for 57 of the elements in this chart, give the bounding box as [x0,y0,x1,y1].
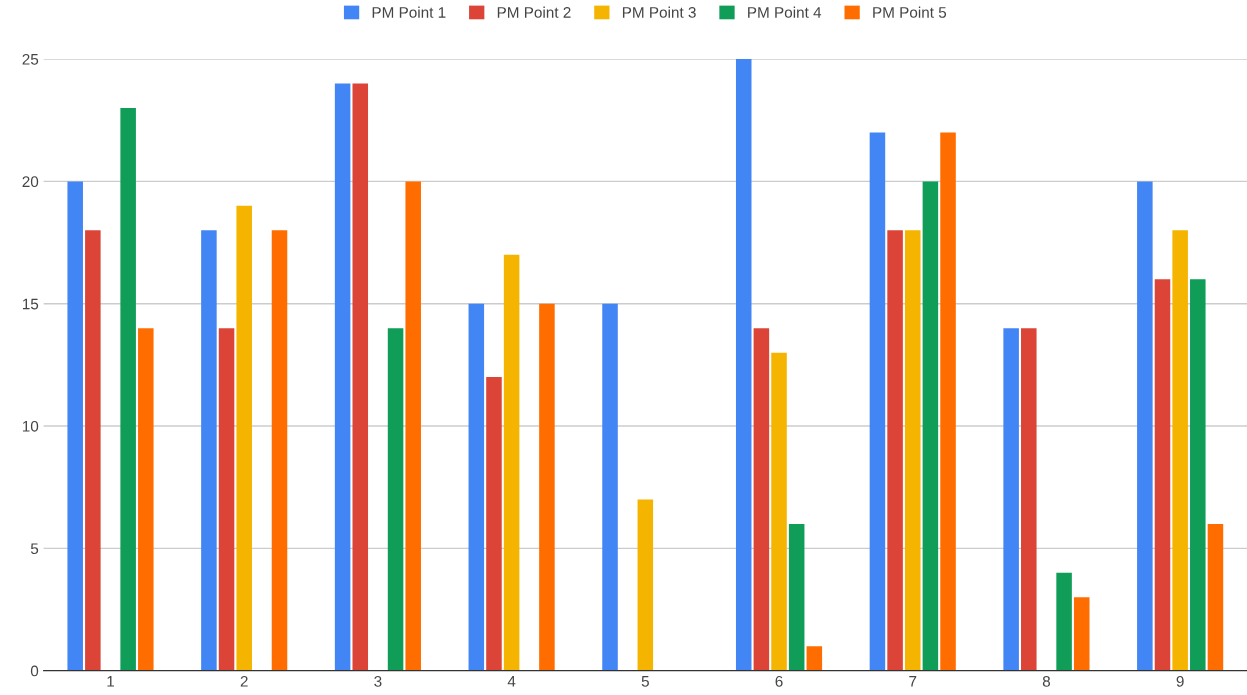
bar [486,377,502,671]
bar [602,303,618,671]
bar [753,328,770,671]
bar [85,230,101,671]
x-tick-label: 7 [909,676,917,687]
bar [218,328,235,671]
bar [236,205,252,671]
bar [1073,597,1090,671]
x-tick-label: 6 [775,675,783,687]
bar [1056,572,1072,671]
bar [1190,279,1206,671]
legend-label: PM Point 2 [497,6,571,18]
bar [387,328,404,671]
bar [334,83,351,671]
legend-label: PM Point 1 [372,6,446,18]
legend-label: PM Point 3 [622,6,696,18]
bar [201,230,217,671]
y-tick-label: 10 [22,420,39,432]
x-tick-label: 8 [1042,675,1051,687]
bar [1021,328,1037,671]
bar [922,181,939,671]
bar [503,254,520,671]
y-tick-label: 0 [30,665,39,677]
x-tick-label: 9 [1176,675,1184,687]
bar [806,646,823,671]
bar [771,352,787,671]
bar [539,303,555,671]
bar [271,230,288,671]
y-tick-label: 20 [22,176,39,188]
bar [869,132,886,671]
bar [788,523,805,671]
y-tick-label: 25 [22,53,39,65]
bar [940,132,956,671]
x-tick-label: 4 [507,676,516,687]
bar [735,59,752,671]
bar [1154,279,1171,671]
y-tick-label: 5 [30,543,39,555]
bar [1172,230,1188,671]
bar [120,108,136,671]
legend-label: PM Point 4 [748,6,822,18]
x-tick-label: 5 [641,676,649,687]
bar [1207,523,1224,671]
bar [67,181,83,671]
bar [468,303,485,671]
bar [1137,181,1153,671]
x-tick-label: 1 [107,676,114,687]
legend-label: PM Point 5 [873,6,947,18]
bar [904,230,921,671]
x-tick-label: 3 [374,675,382,687]
bar [405,181,421,671]
bar [352,83,369,671]
bar [887,230,903,671]
bar [637,499,654,671]
bar [138,328,154,671]
x-tick-label: 2 [240,675,248,687]
bar [1003,328,1019,671]
y-tick-label: 15 [22,298,39,310]
